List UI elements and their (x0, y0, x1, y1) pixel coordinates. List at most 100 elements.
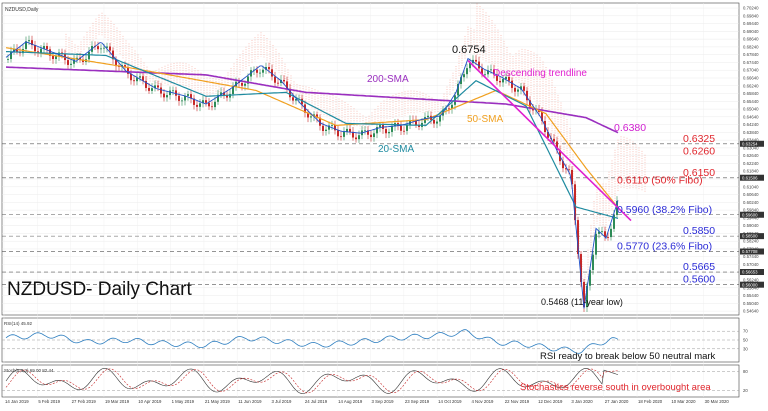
rsi-tick: 70 (743, 329, 748, 334)
level-lines (2, 143, 739, 285)
candle-body (583, 281, 585, 308)
candle-body (37, 51, 39, 53)
candle-body (256, 69, 258, 73)
level-label: 0.5665 (683, 261, 715, 273)
candle-body (325, 129, 327, 131)
candle-body (607, 237, 609, 238)
candle-body (610, 228, 612, 238)
candle-body (490, 69, 492, 71)
candle-body (349, 128, 351, 132)
price-tick: 0.55440 (743, 293, 759, 298)
candle-body (148, 87, 150, 91)
stoch-panel: 80 20 (2, 367, 748, 394)
candle-body (175, 90, 177, 96)
candle-body (103, 47, 105, 49)
sma50-label: 50-SMA (467, 114, 503, 125)
candle-body (73, 59, 75, 64)
time-tick: 27 Feb 2019 (72, 399, 97, 404)
candle-body (157, 85, 159, 88)
price-tick: 0.63840 (743, 130, 759, 135)
level-label: 0.6325 (683, 133, 715, 145)
candle-body (154, 85, 156, 89)
time-tick: 4 Nov 2019 (471, 399, 494, 404)
time-tick: 5 Feb 2019 (38, 399, 60, 404)
candle-body (136, 77, 138, 82)
candle-body (214, 101, 216, 108)
candle-body (316, 114, 318, 118)
candle-body (28, 40, 30, 42)
price-tick: 0.57040 (743, 262, 759, 267)
price-tick: 0.59440 (743, 215, 759, 220)
level-label: 0.5850 (683, 225, 715, 237)
candle-body (496, 74, 498, 81)
candle-body (70, 63, 72, 65)
candle-body (226, 95, 228, 98)
rsi-line (5, 329, 619, 354)
level-label: 0.6150 (683, 167, 715, 179)
candle-body (493, 69, 495, 75)
candle-body (337, 130, 339, 137)
time-tick: 24 Jul 2019 (305, 399, 328, 404)
price-tick: 0.68240 (743, 44, 759, 49)
candle-body (481, 68, 483, 75)
candle-body (241, 82, 243, 86)
stoch-note: Stochastics reverse south in overbought … (520, 382, 711, 393)
time-tick: 12 Dec 2019 (538, 399, 563, 404)
peak-label: 0.6754 (452, 44, 486, 56)
candle-body (379, 125, 381, 128)
candle-body (304, 104, 306, 113)
candle-body (169, 90, 171, 96)
price-tick: 0.66640 (743, 75, 759, 80)
time-tick: 18 Feb 2020 (638, 399, 663, 404)
candle-body (187, 94, 189, 96)
candle-body (460, 77, 462, 85)
candle-body (292, 97, 294, 101)
price-highlight-box (740, 140, 764, 147)
candle-body (340, 136, 342, 138)
price-highlight-label: 0.57708 (742, 249, 758, 254)
sma20-label: 20-SMA (378, 144, 414, 155)
candle-body (160, 87, 162, 94)
candle-body (553, 138, 555, 142)
price-highlight-box (740, 281, 764, 288)
price-tick: 0.67040 (743, 68, 759, 73)
price-tick: 0.63040 (743, 145, 759, 150)
price-tick: 0.60640 (743, 192, 759, 197)
candle-body (616, 201, 618, 215)
candle-body (289, 88, 291, 98)
candle-body (7, 59, 9, 60)
candle-body (568, 169, 570, 171)
candle-body (232, 86, 234, 95)
candle-body (295, 99, 297, 101)
candle-body (508, 76, 510, 81)
price-tick: 0.59040 (743, 223, 759, 228)
candle-body (403, 130, 405, 132)
candle-body (274, 76, 276, 83)
candle-body (436, 121, 438, 124)
candle-body (451, 104, 453, 109)
candle-body (574, 184, 576, 221)
chart-title: NZDUSD- Daily Chart (7, 279, 192, 300)
price-highlight-label: 0.58500 (742, 234, 758, 239)
rsi-panel: 70 50 30 (2, 329, 748, 354)
candle-body (100, 48, 102, 50)
price-tick: 0.66240 (743, 83, 759, 88)
candle-body (322, 125, 324, 131)
candle-body (34, 45, 36, 52)
level-label: 0.6110 (50% Fibo) (617, 175, 703, 187)
candle-body (373, 133, 375, 138)
price-tick: 0.68640 (743, 37, 759, 42)
time-tick: 3 Jan 2020 (571, 399, 593, 404)
candle-body (562, 161, 564, 169)
candle-body (199, 103, 201, 107)
stoch-k-line (5, 367, 619, 394)
level-label: 0.6260 (683, 145, 715, 157)
candle-body (259, 72, 261, 74)
candle-body (286, 81, 288, 89)
candle-body (262, 69, 264, 73)
price-tick: 0.65840 (743, 91, 759, 96)
candle-body (478, 61, 480, 69)
price-highlight-box (740, 174, 764, 181)
level-label: 0.5770 (23.6% Fibo) (617, 241, 712, 253)
